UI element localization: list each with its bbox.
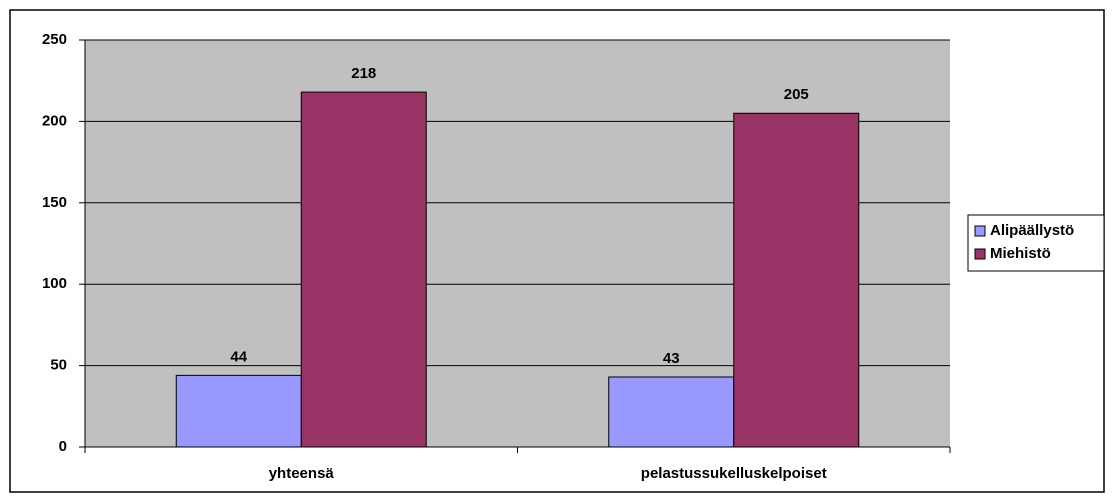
y-tick-label: 50 <box>50 357 67 374</box>
y-tick-label: 250 <box>42 31 67 48</box>
y-tick-label: 200 <box>42 112 67 129</box>
y-tick-label: 150 <box>42 194 67 211</box>
x-tick-label: pelastussukelluskelpoiset <box>641 465 827 482</box>
legend-swatch <box>974 225 986 237</box>
data-label: 43 <box>663 350 680 367</box>
data-label: 44 <box>230 348 247 365</box>
legend-label: Alipäällystö <box>990 222 1074 239</box>
legend-box <box>967 214 1105 272</box>
data-label: 218 <box>351 65 376 82</box>
bar <box>300 91 427 448</box>
y-tick-label: 0 <box>59 438 67 455</box>
x-tick-label: yhteensä <box>269 465 335 482</box>
bar <box>175 374 302 448</box>
legend-swatch <box>974 248 986 260</box>
legend-label: Miehistö <box>990 245 1051 262</box>
y-tick-label: 100 <box>42 275 67 292</box>
data-label: 205 <box>784 86 809 103</box>
bar <box>733 112 860 448</box>
bar <box>608 376 735 448</box>
